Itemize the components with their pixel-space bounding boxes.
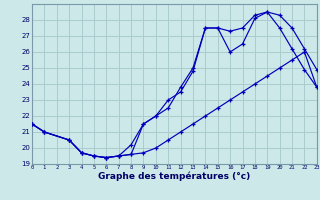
X-axis label: Graphe des températures (°c): Graphe des températures (°c) xyxy=(98,172,251,181)
